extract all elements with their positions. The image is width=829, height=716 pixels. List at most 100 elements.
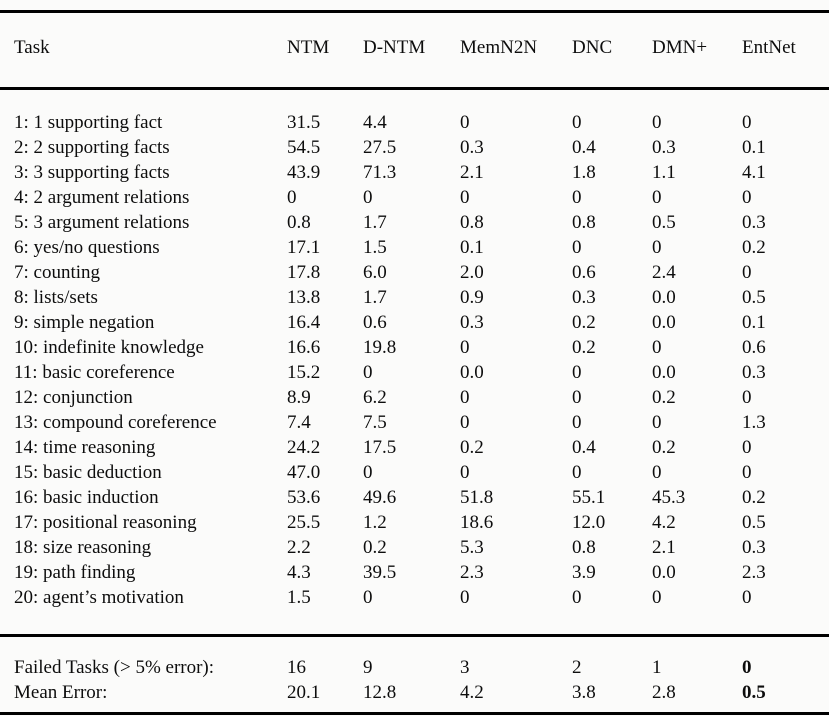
task-cell: 12: conjunction <box>14 387 133 408</box>
summary-value-cell: 20.1 <box>287 682 321 703</box>
value-cell: 17.5 <box>363 437 397 458</box>
value-cell: 0.5 <box>652 212 676 233</box>
value-cell: 0.5 <box>742 512 766 533</box>
value-cell: 0 <box>652 587 662 608</box>
summary-value-cell: 3 <box>460 657 470 678</box>
summary-value-cell: 1 <box>652 657 662 678</box>
task-cell: 3: 3 supporting facts <box>14 162 170 183</box>
value-cell: 0 <box>572 237 582 258</box>
value-cell: 4.4 <box>363 112 387 133</box>
column-header-memn2n: MemN2N <box>460 37 538 58</box>
value-cell: 6.0 <box>363 262 387 283</box>
value-cell: 0 <box>742 112 752 133</box>
table-row: 4: 2 argument relations 0 0 0 0 0 0 <box>0 185 829 210</box>
column-header-dmn: DMN+ <box>652 37 708 58</box>
value-cell: 0 <box>460 187 470 208</box>
value-cell: 0 <box>652 112 662 133</box>
table-body: 1: 1 supporting fact 31.5 4.4 0 0 0 0 2: 2 supp… <box>0 110 829 610</box>
value-cell: 0 <box>652 187 662 208</box>
top-rule <box>0 10 829 13</box>
value-cell: 0.2 <box>652 387 676 408</box>
value-cell: 2.1 <box>652 537 676 558</box>
value-cell: 0.9 <box>460 287 484 308</box>
table-row: 1: 1 supporting fact 31.5 4.4 0 0 0 0 <box>0 110 829 135</box>
value-cell: 0.0 <box>652 287 676 308</box>
value-cell: 0.4 <box>572 437 596 458</box>
table-row: 16: basic induction 53.6 49.6 51.8 55.1 45.3 0… <box>0 485 829 510</box>
value-cell: 0.3 <box>652 137 676 158</box>
header-rule <box>0 87 829 90</box>
value-cell: 0.6 <box>572 262 596 283</box>
value-cell: 7.5 <box>363 412 387 433</box>
value-cell: 0.1 <box>460 237 484 258</box>
value-cell: 0 <box>572 462 582 483</box>
value-cell: 0.0 <box>652 562 676 583</box>
value-cell: 0.8 <box>460 212 484 233</box>
value-cell: 0.3 <box>572 287 596 308</box>
value-cell: 3.9 <box>572 562 596 583</box>
value-cell: 0 <box>742 387 752 408</box>
value-cell: 0 <box>572 187 582 208</box>
table-row: 14: time reasoning 24.2 17.5 0.2 0.4 0.2 0 <box>0 435 829 460</box>
table-row: 10: indefinite knowledge 16.6 19.8 0 0.2 0 0.6 <box>0 335 829 360</box>
value-cell: 5.3 <box>460 537 484 558</box>
value-cell: 0 <box>572 387 582 408</box>
value-cell: 2.3 <box>742 562 766 583</box>
task-cell: 6: yes/no questions <box>14 237 160 258</box>
value-cell: 27.5 <box>363 137 397 158</box>
value-cell: 6.2 <box>363 387 387 408</box>
column-header-dnc: DNC <box>572 37 613 58</box>
value-cell: 0.5 <box>742 287 766 308</box>
value-cell: 0 <box>572 362 582 383</box>
table-row: 19: path finding 4.3 39.5 2.3 3.9 0.0 2.3 <box>0 560 829 585</box>
summary-row: Mean Error: 20.1 12.8 4.2 3.8 2.8 0.5 <box>0 680 829 705</box>
value-cell: 0 <box>652 462 662 483</box>
value-cell: 0 <box>460 462 470 483</box>
value-cell: 1.2 <box>363 512 387 533</box>
task-cell: 19: path finding <box>14 562 136 583</box>
table-row: 17: positional reasoning 25.5 1.2 18.6 12.0 4… <box>0 510 829 535</box>
value-cell: 0 <box>742 462 752 483</box>
value-cell: 0.3 <box>742 362 766 383</box>
value-cell: 7.4 <box>287 412 311 433</box>
value-cell: 0 <box>742 262 752 283</box>
value-cell: 1.5 <box>287 587 311 608</box>
value-cell: 0.0 <box>652 362 676 383</box>
value-cell: 0.3 <box>460 137 484 158</box>
value-cell: 24.2 <box>287 437 321 458</box>
value-cell: 0.2 <box>572 337 596 358</box>
table-row: 2: 2 supporting facts 54.5 27.5 0.3 0.4 0.3 0.… <box>0 135 829 160</box>
value-cell: 1.1 <box>652 162 676 183</box>
value-cell: 16.4 <box>287 312 321 333</box>
value-cell: 4.3 <box>287 562 311 583</box>
value-cell: 55.1 <box>572 487 606 508</box>
table-row: 13: compound coreference 7.4 7.5 0 0 0 1.3 <box>0 410 829 435</box>
value-cell: 0.1 <box>742 137 766 158</box>
value-cell: 0 <box>460 587 470 608</box>
value-cell: 0.8 <box>572 537 596 558</box>
value-cell: 0 <box>460 412 470 433</box>
task-cell: 18: size reasoning <box>14 537 152 558</box>
task-cell: 16: basic induction <box>14 487 159 508</box>
summary-label-cell: Mean Error: <box>14 682 108 703</box>
bottom-rule <box>0 712 829 715</box>
value-cell: 0.0 <box>460 362 484 383</box>
summary-value-cell: 12.8 <box>363 682 397 703</box>
value-cell: 0.2 <box>652 437 676 458</box>
column-header-d-ntm: D-NTM <box>363 37 426 58</box>
value-cell: 0 <box>460 112 470 133</box>
column-header-ntm: NTM <box>287 37 330 58</box>
value-cell: 0 <box>742 187 752 208</box>
value-cell: 4.2 <box>652 512 676 533</box>
value-cell: 8.9 <box>287 387 311 408</box>
value-cell: 0.2 <box>572 312 596 333</box>
table-row: 18: size reasoning 2.2 0.2 5.3 0.8 2.1 0.3 <box>0 535 829 560</box>
value-cell: 0.3 <box>742 537 766 558</box>
summary-value-cell: 2 <box>572 657 582 678</box>
table-row: 15: basic deduction 47.0 0 0 0 0 0 <box>0 460 829 485</box>
table-footer: Failed Tasks (> 5% error): 16 9 3 2 1 0 Mean Er… <box>0 655 829 705</box>
table-row: 3: 3 supporting facts 43.9 71.3 2.1 1.8 1.1 4.… <box>0 160 829 185</box>
task-cell: 14: time reasoning <box>14 437 156 458</box>
value-cell: 0 <box>363 362 373 383</box>
value-cell: 0 <box>742 437 752 458</box>
